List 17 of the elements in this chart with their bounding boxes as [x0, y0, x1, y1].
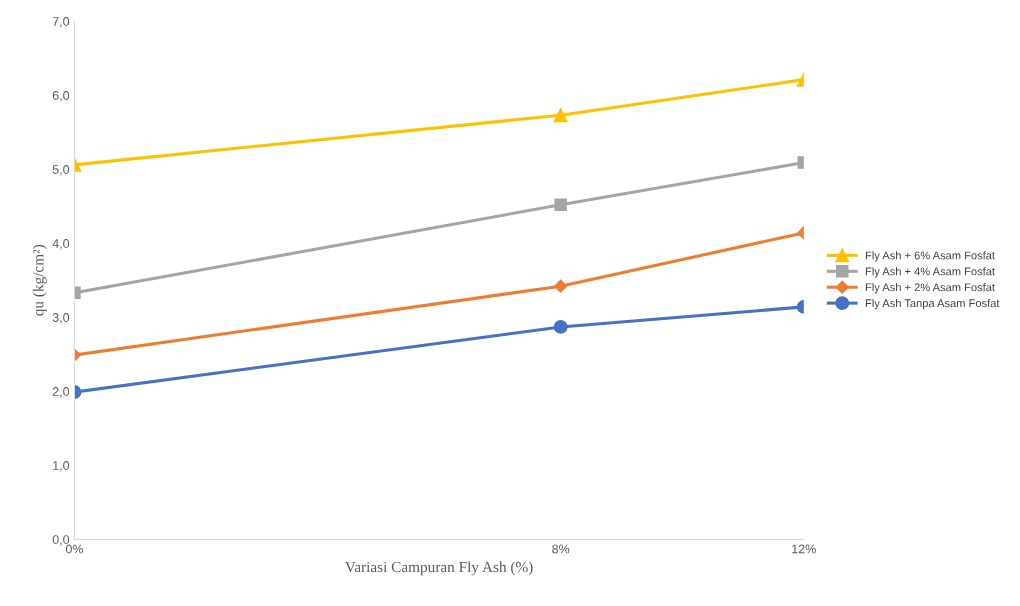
y-tick-label: 0,0 [52, 535, 70, 546]
x-tick-label: 0% [65, 544, 84, 554]
y-axis-title: qu (kg/cm²) [32, 244, 47, 316]
x-tick-label: 12% [792, 544, 816, 554]
legend-label: Fly Ash Tanpa Asam Fosfat [865, 298, 1000, 310]
y-tick-label: 4,0 [52, 239, 70, 250]
legend-label: Fly Ash + 4% Asam Fosfat [865, 267, 995, 278]
legend-label: Fly Ash + 2% Asam Fosfat [865, 283, 995, 294]
y-tick-label: 2,0 [52, 387, 70, 398]
x-tick-label: 8% [552, 544, 570, 554]
x-axis-title: Variasi Campuran Fly Ash (%) [345, 561, 533, 576]
y-tick-label: 1,0 [53, 461, 70, 472]
legend-label: Fly Ash + 6% Asam Fosfat [865, 251, 995, 262]
y-tick-label: 6,0 [52, 91, 70, 102]
y-tick-label: 7,0 [52, 17, 70, 28]
y-tick-label: 3,0 [52, 313, 70, 324]
y-tick-label: 5,0 [52, 165, 70, 176]
